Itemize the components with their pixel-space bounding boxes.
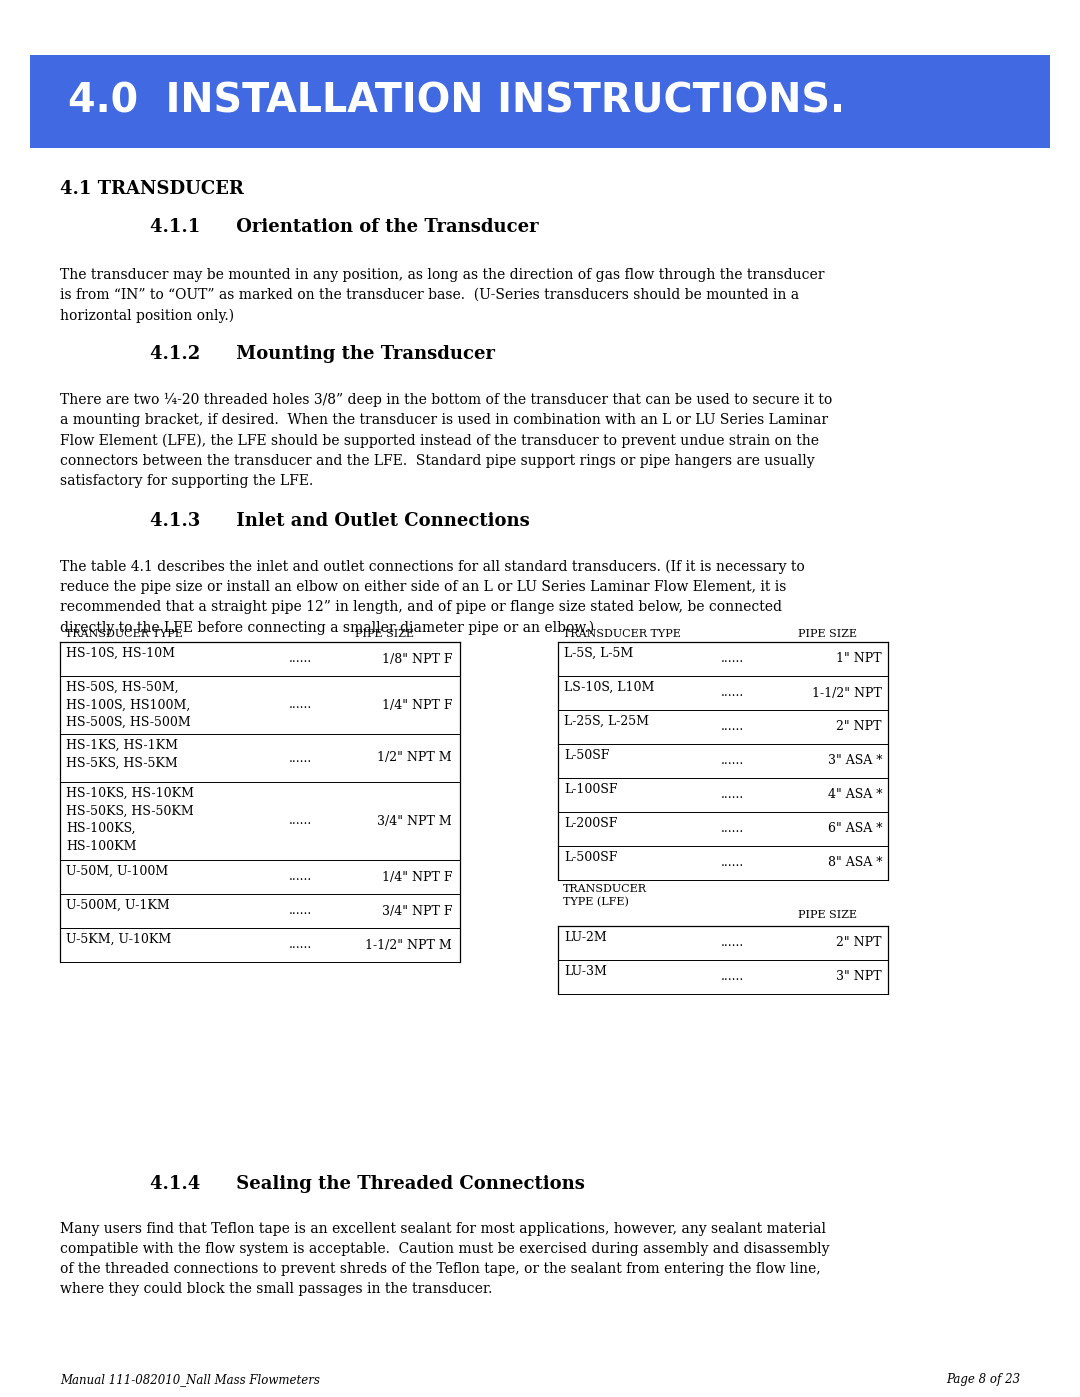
Text: U-500M, U-1KM: U-500M, U-1KM — [66, 900, 170, 912]
Text: 4.1 TRANSDUCER: 4.1 TRANSDUCER — [60, 180, 244, 198]
Text: 1" NPT: 1" NPT — [836, 652, 882, 665]
Text: U-50M, U-100M: U-50M, U-100M — [66, 865, 168, 877]
Text: LU-3M: LU-3M — [564, 965, 607, 978]
Text: PIPE SIZE: PIPE SIZE — [355, 629, 414, 638]
Text: HS-1KS, HS-1KM
HS-5KS, HS-5KM: HS-1KS, HS-1KM HS-5KS, HS-5KM — [66, 739, 178, 770]
Text: 1-1/2" NPT M: 1-1/2" NPT M — [365, 939, 453, 951]
Text: The table 4.1 describes the inlet and outlet connections for all standard transd: The table 4.1 describes the inlet and ou… — [60, 560, 805, 636]
Text: Many users find that Teflon tape is an excellent sealant for most applications, : Many users find that Teflon tape is an e… — [60, 1222, 829, 1296]
Text: ......: ...... — [721, 936, 744, 950]
Text: ......: ...... — [721, 788, 744, 802]
Text: ......: ...... — [288, 870, 312, 883]
Text: 4.1.3  Inlet and Outlet Connections: 4.1.3 Inlet and Outlet Connections — [150, 511, 530, 529]
Text: ......: ...... — [721, 971, 744, 983]
Text: L-100SF: L-100SF — [564, 782, 618, 796]
Text: ......: ...... — [288, 814, 312, 827]
Text: 2" NPT: 2" NPT — [837, 936, 882, 950]
Text: ......: ...... — [288, 904, 312, 918]
Text: 3" ASA *: 3" ASA * — [827, 754, 882, 767]
Text: L-500SF: L-500SF — [564, 851, 618, 863]
Text: 3/4" NPT F: 3/4" NPT F — [381, 904, 453, 918]
Text: 3/4" NPT M: 3/4" NPT M — [377, 814, 453, 827]
Text: ......: ...... — [721, 823, 744, 835]
Text: Manual 111-082010_Nall Mass Flowmeters: Manual 111-082010_Nall Mass Flowmeters — [60, 1373, 320, 1386]
Text: ......: ...... — [721, 754, 744, 767]
Text: L-50SF: L-50SF — [564, 749, 609, 761]
Text: 4.1.4  Sealing the Threaded Connections: 4.1.4 Sealing the Threaded Connections — [150, 1175, 585, 1193]
Text: 1/4" NPT F: 1/4" NPT F — [381, 698, 453, 711]
Text: ......: ...... — [288, 652, 312, 665]
Text: 4.0  INSTALLATION INSTRUCTIONS.: 4.0 INSTALLATION INSTRUCTIONS. — [68, 81, 845, 122]
Text: 1/4" NPT F: 1/4" NPT F — [381, 870, 453, 883]
Text: 3" NPT: 3" NPT — [836, 971, 882, 983]
Text: ......: ...... — [288, 698, 312, 711]
Text: TRANSDUCER
TYPE (LFE): TRANSDUCER TYPE (LFE) — [563, 884, 647, 907]
Text: 4.1.1  Orientation of the Transducer: 4.1.1 Orientation of the Transducer — [150, 218, 539, 236]
Text: L-200SF: L-200SF — [564, 817, 618, 830]
Text: 8" ASA *: 8" ASA * — [827, 856, 882, 869]
Text: There are two ¼-20 threaded holes 3/8” deep in the bottom of the transducer that: There are two ¼-20 threaded holes 3/8” d… — [60, 393, 833, 488]
Text: 4.1.2  Mounting the Transducer: 4.1.2 Mounting the Transducer — [150, 345, 495, 363]
Text: ......: ...... — [288, 752, 312, 764]
Text: 2" NPT: 2" NPT — [837, 721, 882, 733]
Text: 1/8" NPT F: 1/8" NPT F — [381, 652, 453, 665]
Text: ......: ...... — [721, 856, 744, 869]
Text: 4" ASA *: 4" ASA * — [827, 788, 882, 802]
Text: 6" ASA *: 6" ASA * — [827, 823, 882, 835]
Bar — [30, 54, 1050, 148]
Text: The transducer may be mounted in any position, as long as the direction of gas f: The transducer may be mounted in any pos… — [60, 268, 824, 323]
Text: HS-10KS, HS-10KM
HS-50KS, HS-50KM
HS-100KS,
HS-100KM: HS-10KS, HS-10KM HS-50KS, HS-50KM HS-100… — [66, 787, 194, 852]
Text: 1-1/2" NPT: 1-1/2" NPT — [812, 686, 882, 700]
Text: TRANSDUCER TYPE: TRANSDUCER TYPE — [65, 629, 183, 638]
Text: L-5S, L-5M: L-5S, L-5M — [564, 647, 633, 659]
Text: U-5KM, U-10KM: U-5KM, U-10KM — [66, 933, 172, 946]
Text: ......: ...... — [721, 686, 744, 700]
Text: PIPE SIZE: PIPE SIZE — [798, 909, 858, 921]
Text: L-25S, L-25M: L-25S, L-25M — [564, 715, 649, 728]
Text: HS-10S, HS-10M: HS-10S, HS-10M — [66, 647, 175, 659]
Text: LU-2M: LU-2M — [564, 930, 607, 944]
Text: PIPE SIZE: PIPE SIZE — [798, 629, 858, 638]
Text: 1/2" NPT M: 1/2" NPT M — [377, 752, 453, 764]
Text: TRANSDUCER TYPE: TRANSDUCER TYPE — [563, 629, 680, 638]
Text: ......: ...... — [721, 721, 744, 733]
Text: ......: ...... — [721, 652, 744, 665]
Text: HS-50S, HS-50M,
HS-100S, HS100M,
HS-500S, HS-500M: HS-50S, HS-50M, HS-100S, HS100M, HS-500S… — [66, 680, 191, 729]
Text: Page 8 of 23: Page 8 of 23 — [946, 1373, 1020, 1386]
Text: LS-10S, L10M: LS-10S, L10M — [564, 680, 654, 694]
Text: ......: ...... — [288, 939, 312, 951]
